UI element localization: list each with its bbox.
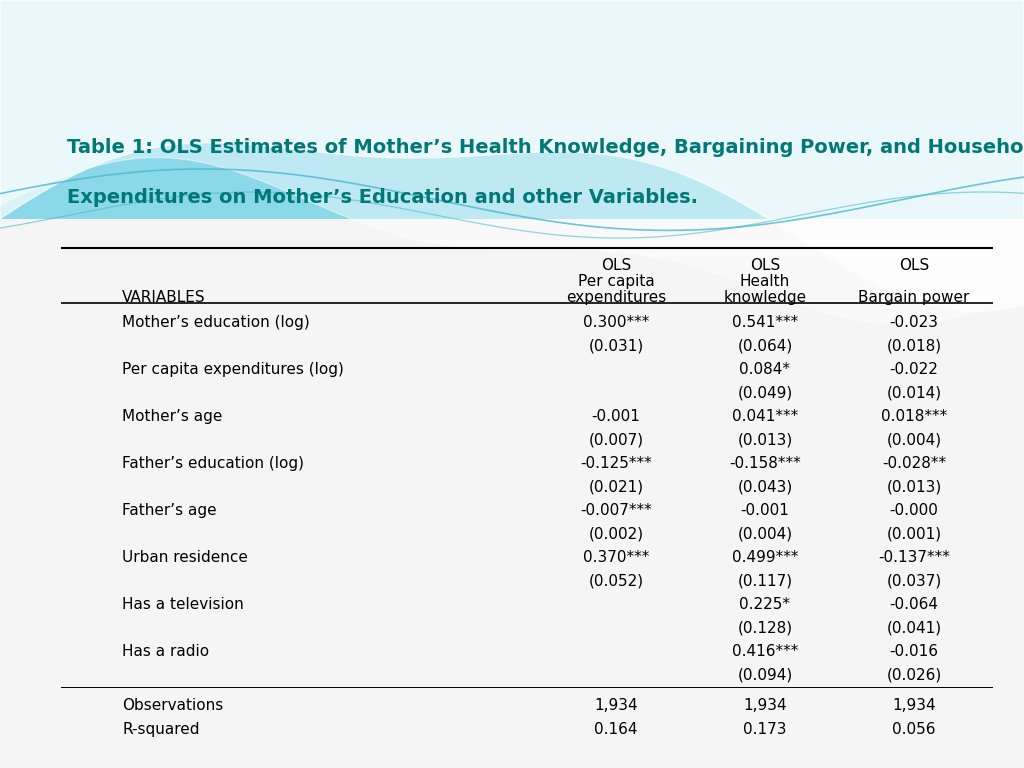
Text: Observations: Observations bbox=[122, 698, 223, 713]
Text: -0.022: -0.022 bbox=[890, 362, 939, 377]
Text: 0.164: 0.164 bbox=[594, 722, 638, 737]
Text: Per capita expenditures (log): Per capita expenditures (log) bbox=[122, 362, 344, 377]
Text: 0.041***: 0.041*** bbox=[732, 409, 798, 424]
Text: (0.043): (0.043) bbox=[737, 480, 793, 495]
Text: -0.001: -0.001 bbox=[740, 503, 790, 518]
Text: (0.049): (0.049) bbox=[737, 386, 793, 401]
Text: (0.117): (0.117) bbox=[737, 574, 793, 588]
Text: R-squared: R-squared bbox=[122, 722, 200, 737]
Text: (0.001): (0.001) bbox=[887, 527, 942, 541]
Text: 1,934: 1,934 bbox=[743, 698, 786, 713]
Text: Has a television: Has a television bbox=[122, 597, 244, 612]
Text: (0.007): (0.007) bbox=[589, 433, 643, 448]
Text: (0.004): (0.004) bbox=[737, 527, 793, 541]
Text: Health: Health bbox=[740, 274, 791, 289]
Text: (0.041): (0.041) bbox=[887, 621, 942, 635]
Text: (0.037): (0.037) bbox=[887, 574, 942, 588]
Text: Table 1: OLS Estimates of Mother’s Health Knowledge, Bargaining Power, and House: Table 1: OLS Estimates of Mother’s Healt… bbox=[67, 138, 1024, 157]
Text: Father’s education (log): Father’s education (log) bbox=[122, 456, 304, 472]
Text: 0.300***: 0.300*** bbox=[583, 316, 649, 330]
Text: (0.026): (0.026) bbox=[887, 667, 942, 683]
Text: (0.052): (0.052) bbox=[589, 574, 643, 588]
Text: 0.018***: 0.018*** bbox=[881, 409, 947, 424]
Text: Per capita: Per capita bbox=[578, 274, 654, 289]
Text: 1,934: 1,934 bbox=[594, 698, 638, 713]
Text: expenditures: expenditures bbox=[565, 290, 666, 305]
Text: 0.499***: 0.499*** bbox=[732, 550, 799, 565]
Text: Expenditures on Mother’s Education and other Variables.: Expenditures on Mother’s Education and o… bbox=[67, 188, 697, 207]
Text: -0.158***: -0.158*** bbox=[729, 456, 801, 472]
Text: (0.013): (0.013) bbox=[737, 433, 793, 448]
Text: 0.225*: 0.225* bbox=[739, 597, 791, 612]
Text: Urban residence: Urban residence bbox=[122, 550, 248, 565]
Text: OLS: OLS bbox=[750, 258, 780, 273]
Text: (0.064): (0.064) bbox=[737, 339, 793, 354]
Text: -0.007***: -0.007*** bbox=[580, 503, 651, 518]
Text: (0.014): (0.014) bbox=[887, 386, 942, 401]
Text: (0.031): (0.031) bbox=[588, 339, 643, 354]
Text: -0.137***: -0.137*** bbox=[879, 550, 950, 565]
Text: -0.028**: -0.028** bbox=[882, 456, 946, 472]
Text: Father’s age: Father’s age bbox=[122, 503, 217, 518]
Polygon shape bbox=[0, 219, 1024, 768]
Text: OLS: OLS bbox=[899, 258, 929, 273]
Text: (0.004): (0.004) bbox=[887, 433, 942, 448]
Text: -0.000: -0.000 bbox=[890, 503, 939, 518]
Text: Mother’s education (log): Mother’s education (log) bbox=[122, 316, 309, 330]
Text: (0.013): (0.013) bbox=[887, 480, 942, 495]
Text: Mother’s age: Mother’s age bbox=[122, 409, 222, 424]
Text: -0.023: -0.023 bbox=[890, 316, 939, 330]
Text: 0.084*: 0.084* bbox=[739, 362, 791, 377]
Text: (0.094): (0.094) bbox=[737, 667, 793, 683]
Text: 0.173: 0.173 bbox=[743, 722, 786, 737]
Text: 0.370***: 0.370*** bbox=[583, 550, 649, 565]
Text: Has a radio: Has a radio bbox=[122, 644, 209, 659]
Text: knowledge: knowledge bbox=[723, 290, 807, 305]
Text: -0.125***: -0.125*** bbox=[580, 456, 651, 472]
Text: OLS: OLS bbox=[601, 258, 631, 273]
Text: 0.056: 0.056 bbox=[892, 722, 936, 737]
Text: (0.021): (0.021) bbox=[589, 480, 643, 495]
Text: -0.064: -0.064 bbox=[890, 597, 939, 612]
Text: -0.016: -0.016 bbox=[890, 644, 939, 659]
Text: Bargain power: Bargain power bbox=[858, 290, 970, 305]
Text: (0.002): (0.002) bbox=[589, 527, 643, 541]
Text: (0.018): (0.018) bbox=[887, 339, 942, 354]
Text: 0.416***: 0.416*** bbox=[732, 644, 798, 659]
Text: -0.001: -0.001 bbox=[592, 409, 640, 424]
Text: VARIABLES: VARIABLES bbox=[122, 290, 206, 305]
Text: 1,934: 1,934 bbox=[892, 698, 936, 713]
Text: 0.541***: 0.541*** bbox=[732, 316, 798, 330]
Polygon shape bbox=[0, 0, 1024, 219]
Text: (0.128): (0.128) bbox=[737, 621, 793, 635]
